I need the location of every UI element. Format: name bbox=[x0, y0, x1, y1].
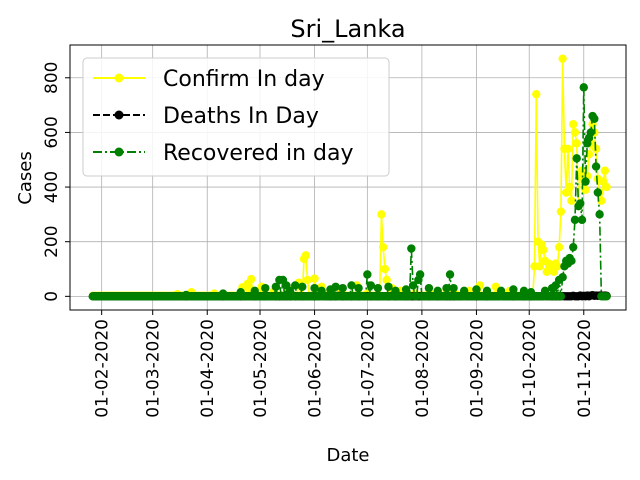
data-point bbox=[532, 89, 541, 99]
legend-entry-deaths: Deaths In Day bbox=[93, 104, 319, 129]
data-point bbox=[563, 144, 573, 154]
data-point bbox=[539, 245, 548, 255]
data-point bbox=[567, 196, 576, 205]
legend-entry-confirm: Confirm In day bbox=[93, 67, 325, 92]
data-point bbox=[600, 166, 610, 175]
data-point bbox=[331, 282, 340, 291]
data-point bbox=[378, 242, 388, 252]
x-tick-label: 01-05-2020 bbox=[251, 319, 271, 418]
x-tick-label: 01-10-2020 bbox=[520, 319, 540, 418]
data-point bbox=[581, 185, 590, 194]
data-point bbox=[408, 281, 418, 290]
data-point bbox=[401, 285, 411, 294]
data-point bbox=[581, 177, 590, 186]
series-3 bbox=[88, 83, 611, 301]
legend-label-deaths: Deaths In Day bbox=[163, 104, 319, 129]
data-point bbox=[363, 270, 372, 279]
data-point bbox=[301, 251, 310, 260]
data-point bbox=[591, 162, 601, 171]
y-tick-label: 0 bbox=[42, 291, 62, 302]
data-point bbox=[597, 196, 606, 205]
y-tick-label: 400 bbox=[42, 171, 62, 203]
legend-label-confirm: Confirm In day bbox=[163, 67, 325, 92]
data-point bbox=[415, 270, 425, 279]
data-point bbox=[553, 262, 562, 271]
data-point bbox=[449, 283, 458, 293]
x-tick-label: 01-04-2020 bbox=[198, 319, 218, 418]
data-point bbox=[377, 210, 386, 219]
data-point bbox=[556, 292, 566, 301]
data-point bbox=[247, 274, 256, 284]
data-point bbox=[380, 264, 390, 274]
data-point bbox=[558, 54, 567, 63]
data-point bbox=[567, 256, 576, 266]
data-point bbox=[366, 281, 376, 290]
data-point bbox=[590, 114, 599, 123]
data-point bbox=[424, 283, 434, 293]
y-tick-label: 600 bbox=[42, 116, 62, 148]
legend-label-recovered: Recovered in day bbox=[163, 141, 354, 166]
data-point bbox=[310, 283, 319, 293]
data-point bbox=[577, 215, 587, 225]
data-point bbox=[535, 262, 544, 271]
legend-entry-recovered: Recovered in day bbox=[93, 141, 354, 166]
legend-swatch-marker bbox=[114, 73, 124, 83]
data-point bbox=[595, 210, 604, 219]
x-tick-label: 01-09-2020 bbox=[467, 319, 487, 418]
data-point bbox=[509, 285, 518, 294]
data-point bbox=[579, 83, 588, 92]
data-point bbox=[445, 270, 455, 279]
data-point bbox=[569, 120, 578, 129]
data-point bbox=[261, 283, 270, 293]
data-point bbox=[384, 282, 393, 291]
data-point bbox=[572, 154, 581, 163]
data-point bbox=[556, 207, 566, 216]
legend-frame bbox=[82, 57, 390, 177]
data-point bbox=[572, 139, 581, 148]
x-tick-label: 01-07-2020 bbox=[358, 319, 378, 418]
data-point bbox=[565, 182, 574, 192]
data-point bbox=[382, 275, 391, 285]
data-point bbox=[472, 285, 481, 294]
data-point bbox=[442, 283, 451, 293]
legend-swatch-marker bbox=[114, 147, 124, 157]
data-point bbox=[310, 274, 319, 283]
legend-swatch-marker bbox=[114, 110, 124, 120]
data-point bbox=[576, 199, 585, 208]
data-point bbox=[602, 292, 611, 301]
data-point bbox=[303, 275, 312, 285]
data-point bbox=[570, 215, 580, 225]
x-tick-label: 01-08-2020 bbox=[413, 319, 433, 418]
data-point bbox=[586, 128, 596, 137]
data-point bbox=[347, 281, 356, 290]
y-axis-title: Cases bbox=[15, 151, 36, 204]
data-point bbox=[558, 273, 567, 282]
data-point bbox=[338, 283, 347, 293]
tick-layer: 01-02-2020 01-03-2020 01-04-2020 01-05-2020… bbox=[42, 62, 595, 418]
x-tick-label: 01-02-2020 bbox=[93, 319, 113, 418]
legend: Confirm In day Deaths In Day Recovered i… bbox=[82, 57, 390, 177]
y-tick-label: 200 bbox=[42, 225, 62, 257]
data-point bbox=[554, 242, 564, 252]
data-point bbox=[291, 281, 300, 290]
x-tick-label: 01-11-2020 bbox=[575, 319, 595, 418]
data-point bbox=[373, 283, 383, 293]
series-layer bbox=[88, 54, 611, 301]
data-point bbox=[569, 242, 578, 252]
data-point bbox=[593, 188, 603, 197]
x-tick-label: 01-06-2020 bbox=[306, 319, 326, 418]
x-tick-label: 01-03-2020 bbox=[144, 319, 164, 418]
y-tick-label: 800 bbox=[42, 62, 62, 94]
data-point bbox=[298, 282, 307, 291]
data-point bbox=[354, 283, 363, 293]
data-point bbox=[271, 282, 281, 291]
chart-title: Sri_Lanka bbox=[290, 15, 405, 43]
data-point bbox=[407, 244, 416, 253]
x-axis-title: Date bbox=[326, 445, 369, 466]
data-point bbox=[570, 128, 580, 137]
plot-area-frame bbox=[69, 44, 627, 311]
data-point bbox=[602, 182, 611, 192]
